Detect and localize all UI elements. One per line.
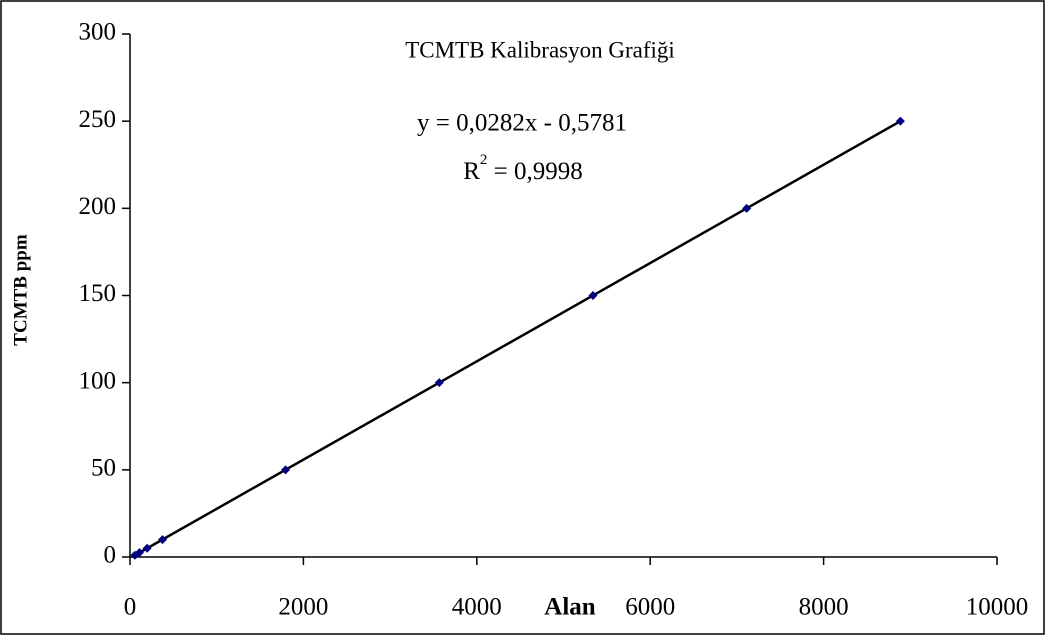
x-tick-label: 4000: [452, 594, 502, 621]
x-tick-label: 10000: [966, 594, 1029, 621]
data-point: [281, 465, 291, 475]
y-axis-label: TCMTB ppm: [10, 234, 31, 346]
x-tick-label: 0: [124, 594, 137, 621]
y-tick-label: 200: [79, 193, 117, 220]
y-tick-label: 250: [79, 106, 117, 133]
data-point: [158, 535, 168, 545]
r-value: = 0,9998: [487, 158, 582, 185]
equation: y = 0,0282x - 0,5781: [417, 110, 627, 137]
data-point: [142, 543, 152, 553]
y-tick-label: 150: [79, 280, 117, 307]
x-tick-label: 6000: [625, 594, 675, 621]
data-point: [434, 378, 444, 388]
chart-title: TCMTB Kalibrasyon Grafiği: [405, 37, 675, 62]
x-tick-label: 8000: [799, 594, 849, 621]
data-point: [588, 291, 598, 300]
y-tick-label: 300: [79, 19, 117, 46]
y-tick-label: 0: [104, 542, 117, 569]
r-squared: R2 = 0,9998: [463, 152, 583, 184]
trendline: [131, 120, 902, 559]
y-tick-label: 50: [91, 455, 116, 482]
r-exponent: 2: [480, 152, 488, 168]
data-point: [895, 116, 905, 126]
data-point: [742, 203, 752, 213]
x-axis-label: Alan: [544, 594, 596, 621]
y-tick-label: 100: [79, 367, 117, 394]
x-tick-label: 2000: [278, 594, 328, 621]
r-letter: R: [463, 158, 480, 185]
data-point: [134, 548, 144, 558]
